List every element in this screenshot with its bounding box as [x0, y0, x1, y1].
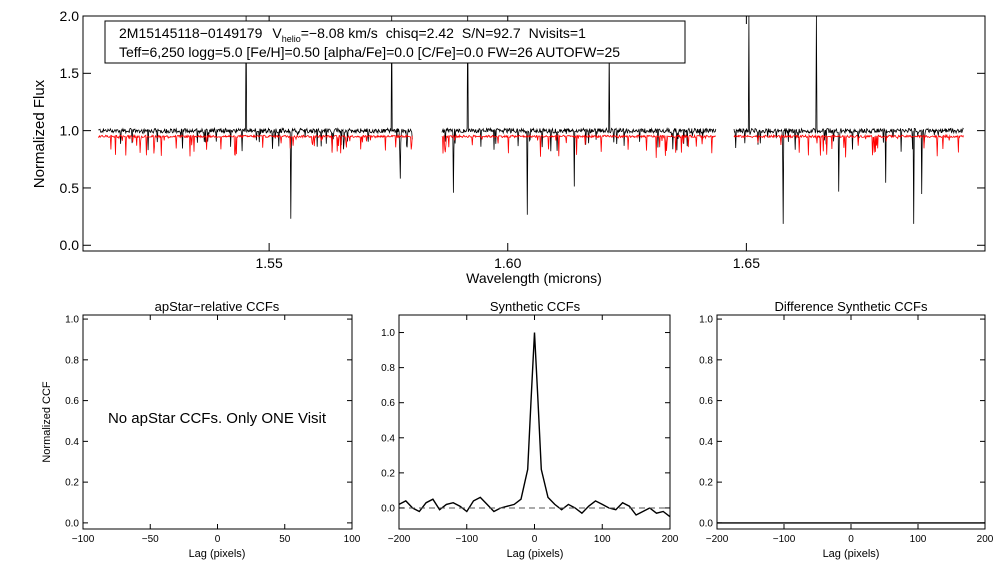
difference-ccf-xtick-label: 200: [977, 534, 994, 545]
spectrum-xtick-label: 1.55: [256, 255, 283, 271]
difference-ccf-ytick-label: 0.6: [699, 396, 713, 407]
apstar-ccf-ytick-label: 0.8: [65, 355, 79, 366]
spectrum-ytick-label: 1.0: [60, 123, 80, 139]
info-box: [104, 20, 686, 64]
synthetic-ccf-ytick-label: 0.4: [381, 433, 395, 444]
synthetic-ccf-xtick-label: 100: [594, 534, 611, 545]
apstar-ccf-xlabel: Lag (pixels): [189, 548, 246, 560]
synthetic-ccf-xlabel: Lag (pixels): [507, 548, 564, 560]
difference-ccf-title: Difference Synthetic CCFs: [775, 299, 928, 314]
spectrum-xtick-label: 1.65: [733, 255, 760, 271]
apstar-ccf-ytick-label: 0.2: [65, 478, 79, 489]
synthetic-ccf-ytick-label: 0.2: [381, 468, 395, 479]
spectrum-xtick-label: 1.60: [494, 255, 521, 271]
synthetic-ccf-xtick-label: 200: [662, 534, 679, 545]
v-helio-symbol: V: [272, 25, 282, 41]
info-line-2: Teff=6,250 logg=5.0 [Fe/H]=0.50 [alpha/F…: [119, 44, 620, 60]
apstar-ccf-ylabel: Normalized CCF: [41, 381, 53, 463]
difference-ccf-ytick-label: 0.0: [699, 518, 713, 529]
synthetic-ccf-ytick-label: 0.8: [381, 363, 395, 374]
spectrum-ytick-label: 1.5: [60, 65, 80, 81]
apstar-ccf-xtick-label: −50: [142, 534, 159, 545]
synthetic-ccf-xtick-label: −100: [455, 534, 478, 545]
v-helio-subscript: helio: [282, 34, 301, 44]
difference-ccf-xtick-label: 0: [848, 534, 854, 545]
observed-spectrum-line: [98, 15, 964, 224]
synthetic-ccf-panel: Synthetic CCFs −200 −100 0 100 200 0.0 0.2 0.4 0…: [381, 299, 679, 560]
apstar-ccf-ytick-label: 0.4: [65, 437, 79, 448]
no-ccf-message: No apStar CCFs. Only ONE Visit: [108, 410, 327, 427]
spectrum-ylabel: Normalized Flux: [31, 79, 48, 188]
synthetic-ccf-line: [398, 332, 671, 518]
difference-ccf-panel: Difference Synthetic CCFs −200 −100 0 100 20…: [699, 299, 994, 560]
apstar-ccf-xtick-label: 0: [215, 534, 221, 545]
apstar-ccf-title: apStar−relative CCFs: [155, 299, 280, 314]
difference-ccf-xtick-label: −100: [773, 534, 796, 545]
apstar-ccf-ytick-label: 0.6: [65, 396, 79, 407]
synthetic-ccf-title: Synthetic CCFs: [490, 299, 581, 314]
difference-ccf-xtick-label: 100: [910, 534, 927, 545]
apstar-ccf-xtick-label: −100: [72, 534, 95, 545]
info-line-1: 2M15145118−0149179 Vhelio=−8.08 km/s chisq…: [119, 25, 586, 44]
synthetic-ccf-ytick-label: 0.0: [381, 503, 395, 514]
v-helio-value: =−8.08 km/s: [301, 25, 378, 41]
difference-ccf-axes-frame: [716, 314, 986, 530]
spectrum-ytick-label: 0.5: [60, 180, 80, 196]
difference-ccf-ytick-label: 0.8: [699, 355, 713, 366]
apstar-ccf-ytick-label: 0.0: [65, 518, 79, 529]
spectrum-ytick-label: 0.0: [60, 237, 80, 253]
difference-ccf-xtick-label: −200: [706, 534, 729, 545]
synthetic-ccf-xtick-label: −200: [388, 534, 411, 545]
star-id: 2M15145118−0149179: [119, 25, 263, 41]
difference-ccf-ytick-label: 0.4: [699, 437, 713, 448]
apstar-ccf-xtick-label: 50: [279, 534, 291, 545]
synthetic-ccf-ytick-label: 0.6: [381, 398, 395, 409]
difference-ccf-ytick-label: 0.2: [699, 478, 713, 489]
apstar-ccf-xtick-label: 100: [344, 534, 361, 545]
difference-ccf-ytick-label: 1.0: [699, 315, 713, 326]
difference-ccf-xlabel: Lag (pixels): [823, 548, 880, 560]
synthetic-ccf-axes-frame: [398, 314, 671, 530]
spectrum-panel: 1.55 1.60 1.65 0.0 0.5 1.0 1.5 2.0 2M15145118−0…: [31, 8, 986, 286]
apstar-ccf-ytick-label: 1.0: [65, 315, 79, 326]
spectrum-ytick-label: 2.0: [60, 8, 80, 24]
nvisits-value: Nvisits=1: [529, 25, 586, 41]
synthetic-ccf-ytick-label: 1.0: [381, 328, 395, 339]
synthetic-spectrum-line: [97, 133, 964, 158]
synthetic-ccf-xtick-label: 0: [532, 534, 538, 545]
chisq-value: chisq=2.42: [386, 25, 454, 41]
snr-value: S/N=92.7: [462, 25, 521, 41]
spectrum-axes-frame: [82, 15, 986, 252]
spectrum-xlabel: Wavelength (microns): [466, 270, 602, 286]
apstar-ccf-panel: apStar−relative CCFs −100 −50 0 50 100 0.0 0.2…: [41, 299, 361, 560]
